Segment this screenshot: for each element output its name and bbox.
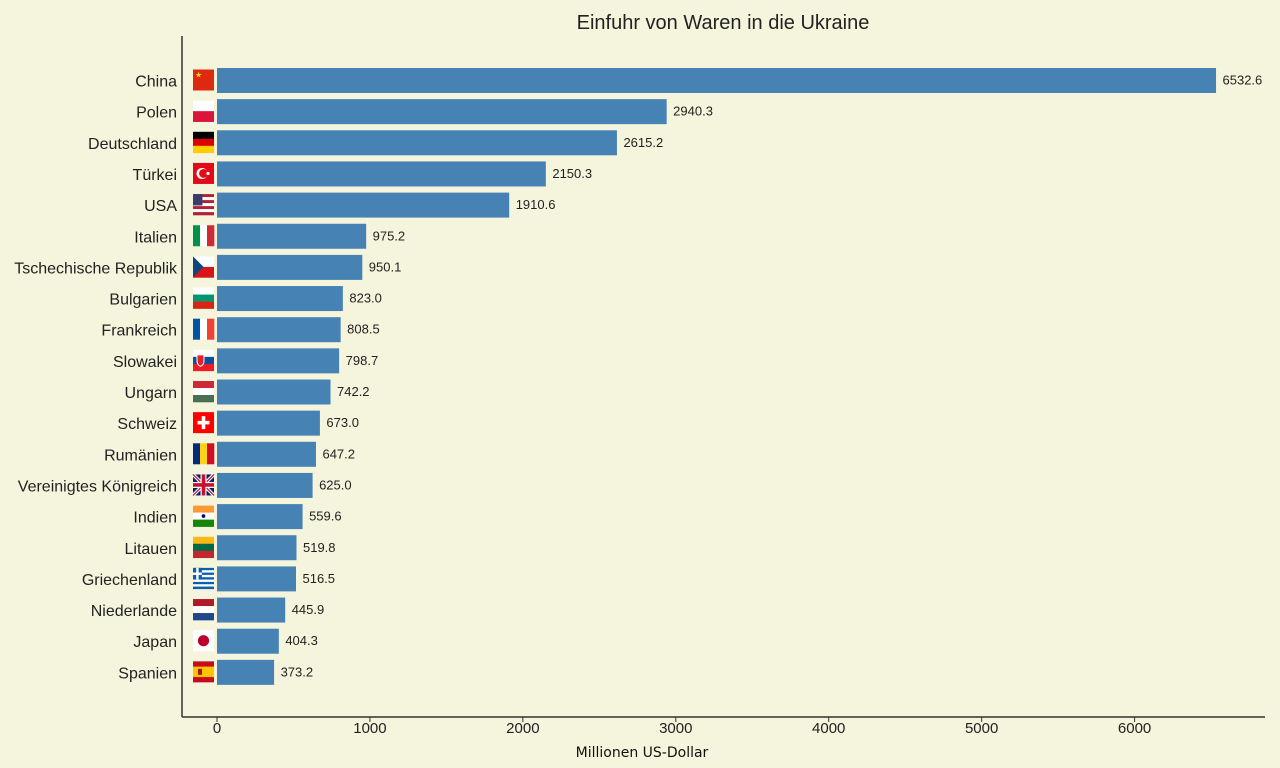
bar bbox=[217, 535, 297, 561]
category-label: Italien bbox=[134, 229, 177, 246]
value-label: 404.3 bbox=[285, 633, 318, 648]
flag-poland-icon bbox=[193, 100, 214, 122]
value-labels: 6532.6 2940.3 2615.2 2150.3 1910.6 975.2 950.1… bbox=[281, 73, 1263, 680]
category-label: Indien bbox=[133, 510, 177, 527]
bar bbox=[217, 130, 617, 156]
category-label: Slowakei bbox=[113, 354, 177, 371]
value-label: 2150.3 bbox=[552, 166, 592, 181]
x-tick-label: 1000 bbox=[353, 720, 386, 737]
category-label: Spanien bbox=[118, 665, 177, 682]
value-label: 625.0 bbox=[319, 477, 352, 492]
category-label: Schweiz bbox=[117, 416, 177, 433]
category-label: Japan bbox=[133, 634, 177, 651]
category-label: Tschechische Republik bbox=[14, 260, 178, 277]
flag-turkey-icon bbox=[193, 162, 214, 184]
flag-china-icon: ★ bbox=[193, 69, 214, 91]
value-label: 975.2 bbox=[373, 228, 406, 243]
category-label: Vereinigtes Königreich bbox=[18, 478, 177, 495]
bar bbox=[217, 379, 331, 405]
flag-greece-icon bbox=[193, 567, 214, 590]
bar bbox=[217, 348, 340, 374]
value-label: 6532.6 bbox=[1223, 73, 1263, 88]
bar bbox=[217, 441, 316, 467]
flag-japan-icon bbox=[193, 630, 214, 652]
value-label: 808.5 bbox=[347, 322, 380, 337]
category-label: Litauen bbox=[125, 541, 178, 558]
chart-title: Einfuhr von Waren in die Ukraine bbox=[577, 12, 870, 34]
value-label: 559.6 bbox=[309, 509, 342, 524]
bar bbox=[217, 192, 510, 218]
category-label: Türkei bbox=[133, 167, 177, 184]
value-label: 673.0 bbox=[326, 415, 359, 430]
x-tick-label: 4000 bbox=[812, 720, 845, 737]
value-label: 742.2 bbox=[337, 384, 370, 399]
x-ticks: 0 1000 2000 3000 4000 5000 6000 bbox=[213, 717, 1151, 737]
category-label: Griechenland bbox=[82, 572, 177, 589]
value-label: 516.5 bbox=[302, 571, 335, 586]
bar bbox=[217, 317, 341, 343]
flag-germany-icon bbox=[193, 131, 214, 154]
category-label: China bbox=[135, 74, 177, 91]
value-label: 2940.3 bbox=[673, 104, 713, 119]
value-label: 823.0 bbox=[349, 291, 382, 306]
flag-netherlands-icon bbox=[193, 599, 214, 621]
category-labels: China Polen Deutschland Türkei USA Italien Tsc… bbox=[14, 74, 178, 683]
bar bbox=[217, 286, 343, 312]
flag-lithuania-icon bbox=[193, 536, 214, 559]
category-label: Deutschland bbox=[88, 136, 177, 153]
flag-usa-icon bbox=[193, 194, 214, 216]
bar bbox=[217, 254, 363, 280]
flag-slovakia-icon bbox=[193, 349, 214, 372]
category-label: Frankreich bbox=[101, 323, 177, 340]
flag-france-icon bbox=[193, 318, 215, 340]
bar bbox=[217, 597, 286, 623]
flag-romania-icon bbox=[193, 443, 215, 465]
flag-hungary-icon bbox=[193, 381, 214, 403]
value-label: 798.7 bbox=[346, 353, 379, 368]
category-label: Ungarn bbox=[125, 385, 177, 402]
bar bbox=[217, 410, 320, 436]
flag-uk-icon bbox=[191, 473, 216, 497]
x-tick-label: 3000 bbox=[659, 720, 692, 737]
x-tick-label: 0 bbox=[213, 720, 221, 737]
flag-spain-icon bbox=[193, 661, 214, 683]
x-axis-label: Millionen US-Dollar bbox=[576, 745, 709, 761]
bar bbox=[217, 161, 546, 187]
value-label: 2615.2 bbox=[623, 135, 663, 150]
value-label: 445.9 bbox=[292, 602, 325, 617]
bar bbox=[217, 99, 667, 125]
flags-layer: ★ bbox=[191, 69, 216, 683]
bars-layer bbox=[217, 68, 1217, 685]
x-tick-label: 5000 bbox=[965, 720, 998, 737]
flag-india-icon bbox=[193, 505, 214, 527]
x-tick-label: 2000 bbox=[506, 720, 539, 737]
bar bbox=[217, 68, 1217, 93]
value-label: 519.8 bbox=[303, 540, 336, 555]
category-label: Polen bbox=[136, 105, 177, 122]
flag-italy-icon bbox=[193, 225, 215, 247]
x-tick-label: 6000 bbox=[1118, 720, 1151, 737]
value-label: 1910.6 bbox=[516, 197, 556, 212]
bar bbox=[217, 566, 296, 592]
bar bbox=[217, 504, 303, 530]
flag-czech-icon bbox=[193, 256, 214, 278]
category-label: Rumänien bbox=[104, 447, 177, 464]
bar bbox=[217, 659, 275, 685]
value-label: 950.1 bbox=[369, 259, 402, 274]
category-label: Niederlande bbox=[91, 603, 177, 620]
bar bbox=[217, 628, 279, 654]
bar bbox=[217, 223, 367, 249]
svg-text:★: ★ bbox=[195, 71, 202, 80]
value-label: 373.2 bbox=[281, 664, 314, 679]
category-label: USA bbox=[144, 198, 177, 215]
value-label: 647.2 bbox=[322, 446, 355, 461]
flag-switzerland-icon bbox=[193, 412, 214, 434]
bar bbox=[217, 472, 313, 498]
category-label: Bulgarien bbox=[109, 292, 177, 309]
flag-bulgaria-icon bbox=[193, 287, 214, 309]
